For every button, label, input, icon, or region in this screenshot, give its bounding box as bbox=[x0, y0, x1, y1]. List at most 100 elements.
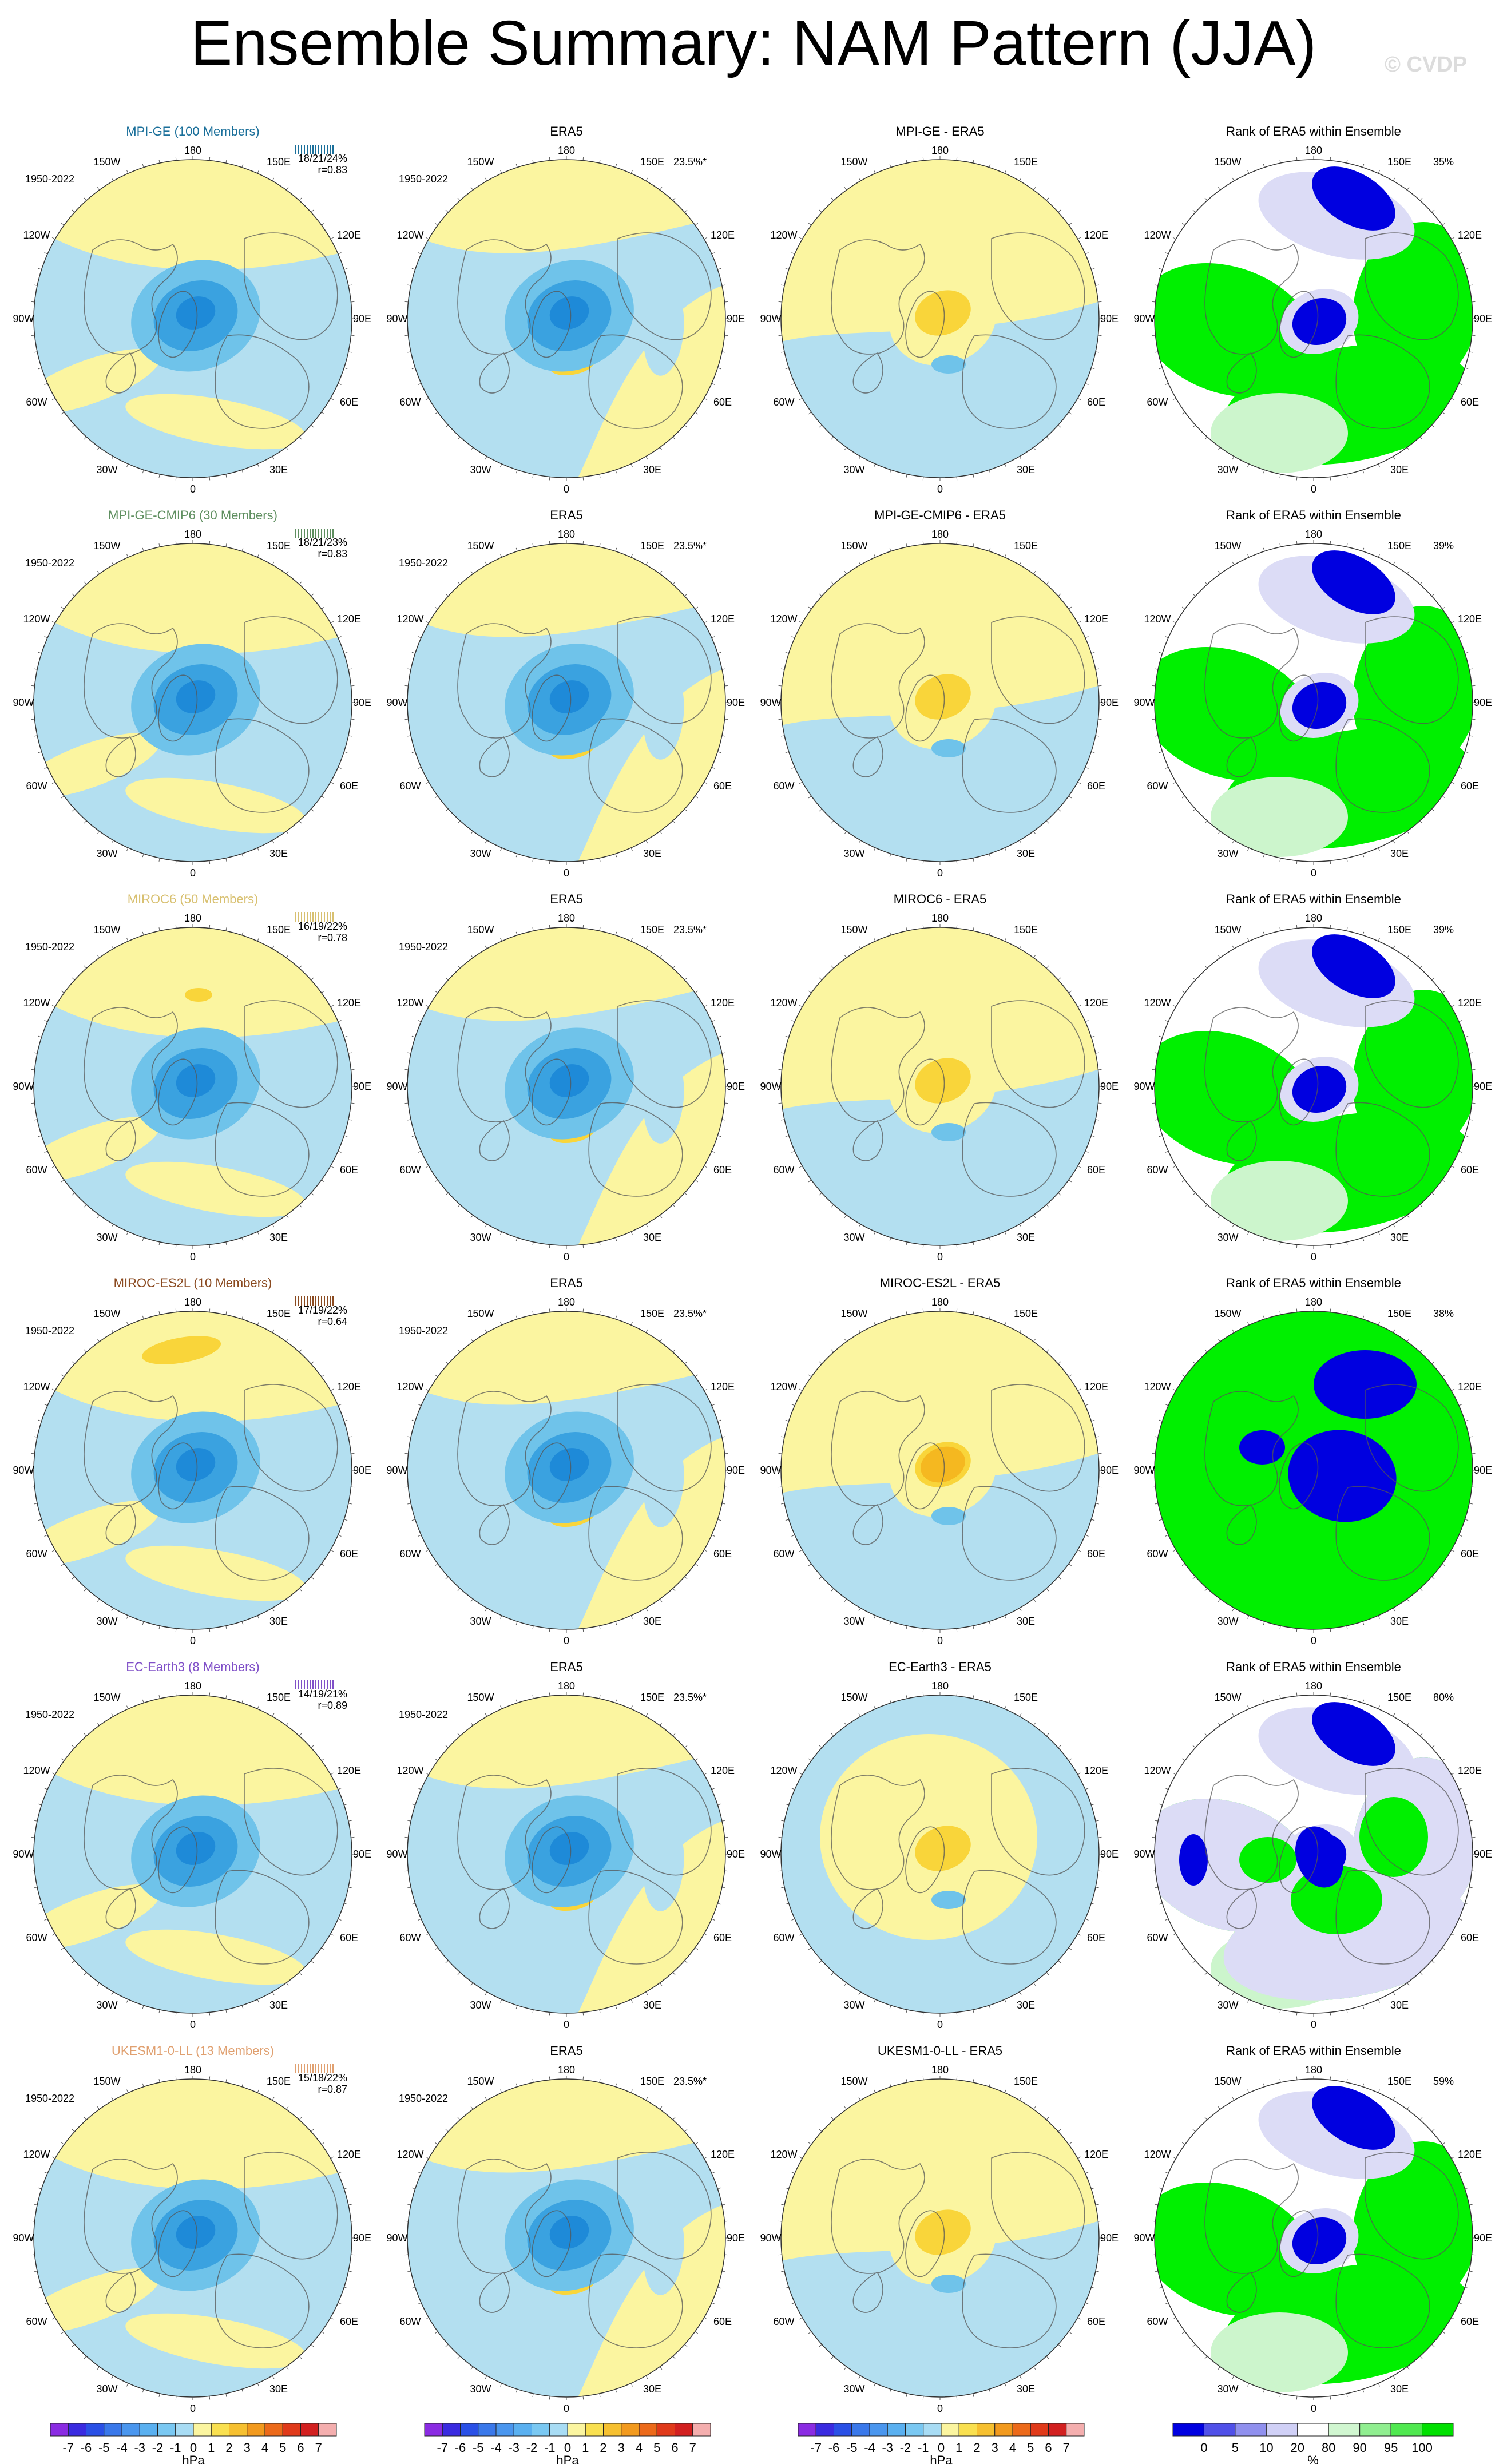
boundary-tick bbox=[831, 437, 834, 440]
coastlines bbox=[831, 616, 1085, 813]
boundary-tick bbox=[672, 1349, 676, 1352]
boundary-tick bbox=[874, 2089, 876, 2093]
boundary-tick bbox=[44, 1404, 48, 1406]
boundary-tick bbox=[973, 2079, 974, 2083]
boundary-tick bbox=[1406, 2366, 1410, 2370]
coastlines bbox=[457, 232, 712, 429]
boundary-tick bbox=[72, 808, 75, 812]
boundary-tick bbox=[84, 2117, 87, 2120]
boundary-tick bbox=[1465, 1035, 1469, 1038]
boundary-tick bbox=[225, 543, 227, 547]
boundary-tick bbox=[889, 547, 891, 551]
rank-lightgreen-region bbox=[1211, 393, 1348, 473]
boundary-tick bbox=[1159, 1419, 1163, 1422]
boundary-tick bbox=[1204, 1733, 1208, 1736]
colorbar-tick-label: 7 bbox=[1063, 2441, 1070, 2455]
boundary-tick bbox=[515, 470, 518, 474]
boundary-tick bbox=[1172, 2317, 1176, 2320]
boundary-tick bbox=[704, 237, 708, 240]
boundary-tick bbox=[1077, 2156, 1081, 2159]
coastlines bbox=[1204, 1768, 1459, 1965]
north-america-outline bbox=[1204, 239, 1299, 355]
colorbar-swatch bbox=[675, 2423, 693, 2437]
coastlines bbox=[457, 1384, 712, 1581]
boundary-tick bbox=[142, 1621, 144, 1625]
boundary-tick bbox=[672, 1733, 676, 1736]
lon-label-180: 180 bbox=[558, 145, 575, 156]
greenland-outline bbox=[158, 291, 198, 358]
boundary-tick bbox=[989, 1315, 991, 1319]
lon-label-150w: 150W bbox=[1214, 1308, 1241, 1319]
coastlines bbox=[1204, 1384, 1459, 1581]
boundary-tick bbox=[1263, 1237, 1265, 1241]
lon-label-30e: 30E bbox=[1017, 1232, 1035, 1243]
boundary-tick bbox=[1330, 2076, 1331, 2080]
boundary-tick bbox=[418, 1150, 422, 1153]
colorbar-swatch bbox=[656, 2423, 675, 2437]
boundary-tick bbox=[808, 1947, 812, 1950]
boundary-tick bbox=[1362, 547, 1365, 551]
lon-label-30w: 30W bbox=[843, 1616, 864, 1627]
boundary-tick bbox=[72, 1745, 75, 1748]
lon-label-0: 0 bbox=[937, 2403, 943, 2414]
lon-label-120e: 120E bbox=[337, 2149, 361, 2160]
lon-label-90e: 90E bbox=[1474, 697, 1492, 708]
boundary-tick bbox=[1077, 2317, 1081, 2320]
boundary-tick bbox=[1263, 2389, 1265, 2393]
difference-title: MIROC-ES2L - ERA5 bbox=[880, 1276, 1001, 1290]
lon-label-90w: 90W bbox=[386, 1465, 407, 1476]
boundary-tick bbox=[874, 170, 876, 174]
lon-label-0: 0 bbox=[1311, 867, 1316, 879]
lon-label-60e: 60E bbox=[340, 2316, 358, 2327]
boundary-tick bbox=[142, 547, 144, 551]
boundary-tick bbox=[1465, 751, 1469, 753]
colorbar-rank: 0 5 10 20 80 90 95 100% bbox=[1172, 2423, 1454, 2464]
lon-label-30e: 30E bbox=[1017, 848, 1035, 859]
boundary-tick bbox=[111, 1608, 114, 1612]
lon-label-120e: 120E bbox=[1084, 613, 1108, 625]
lon-label-120w: 120W bbox=[23, 997, 50, 1009]
boundary-tick bbox=[1406, 2106, 1410, 2110]
boundary-tick bbox=[1218, 2106, 1221, 2110]
boundary-tick bbox=[819, 977, 822, 981]
boundary-tick bbox=[97, 1722, 100, 1726]
rank-pct: 80% bbox=[1433, 1692, 1454, 1703]
boundary-tick bbox=[1058, 977, 1061, 981]
boundary-tick bbox=[889, 2005, 891, 2009]
boundary-tick bbox=[799, 781, 803, 784]
boundary-tick bbox=[695, 2331, 699, 2334]
boundary-tick bbox=[38, 1035, 42, 1038]
map-fill bbox=[781, 1311, 1099, 1629]
lon-label-120e: 120E bbox=[1458, 997, 1482, 1009]
lon-label-180: 180 bbox=[1305, 145, 1322, 156]
boundary-tick bbox=[272, 840, 275, 844]
boundary-tick bbox=[1165, 767, 1169, 769]
lon-label-60w: 60W bbox=[773, 1548, 794, 1560]
boundary-tick bbox=[470, 187, 474, 191]
boundary-tick bbox=[485, 1329, 487, 1333]
boundary-tick bbox=[1378, 2383, 1380, 2387]
lon-label-120e: 120E bbox=[337, 229, 361, 241]
boundary-tick bbox=[844, 570, 847, 574]
boundary-tick bbox=[404, 335, 409, 336]
north-america-outline bbox=[84, 1775, 178, 1890]
boundary-tick bbox=[411, 2287, 415, 2289]
boundary-tick bbox=[338, 1918, 342, 1921]
greenland-outline bbox=[1279, 674, 1319, 742]
boundary-tick bbox=[321, 2142, 325, 2145]
europe-outline bbox=[962, 718, 1057, 813]
lon-label-120e: 120E bbox=[711, 997, 735, 1009]
boundary-tick bbox=[1085, 2302, 1089, 2304]
rank-title: Rank of ERA5 within Ensemble bbox=[1226, 2044, 1401, 2058]
boundary-tick bbox=[418, 636, 422, 638]
positive-anomaly-band bbox=[125, 777, 306, 834]
boundary-tick bbox=[645, 945, 648, 949]
boundary-tick bbox=[1091, 652, 1095, 654]
boundary-tick bbox=[549, 925, 550, 929]
greenland-outline bbox=[532, 2210, 572, 2277]
boundary-tick bbox=[1033, 1982, 1036, 1986]
